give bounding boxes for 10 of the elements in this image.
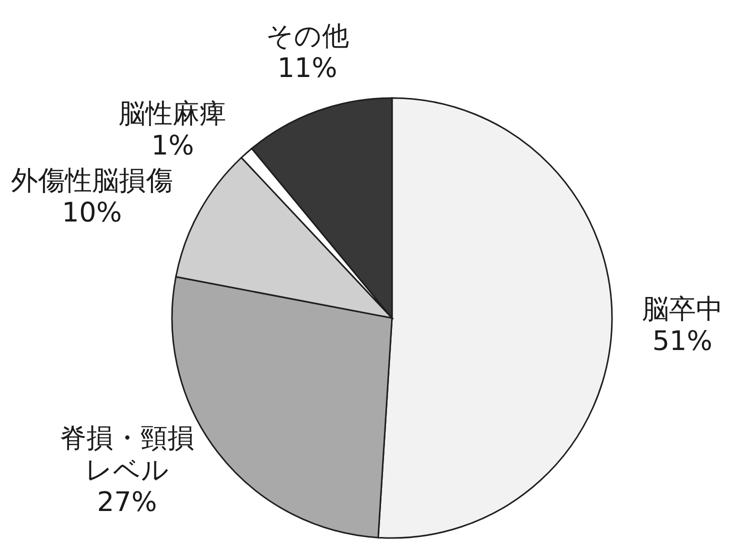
slice-label: 脊損・頸損レベル [59,423,194,486]
data-label: 27% [96,487,157,518]
data-label: 11% [277,52,338,84]
slice-label: 脳性麻痺 [118,98,227,130]
data-label: 10% [62,198,122,229]
slice-label: その他 [266,20,349,52]
data-label: 1% [151,130,194,162]
slice-label: 外傷性脳損傷 [10,166,173,197]
data-label: 51% [652,326,712,357]
slice-label: 脳卒中 [642,294,723,325]
